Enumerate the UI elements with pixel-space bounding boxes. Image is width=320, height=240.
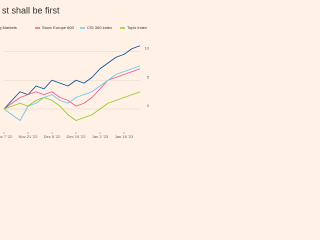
x-tick-label: Dec 19 '22 xyxy=(67,134,87,139)
legend-label: Stoxx Europe 600 xyxy=(42,25,75,30)
line-series xyxy=(3,65,141,121)
x-tick-label: Dec 5 '22 xyxy=(44,134,62,139)
line-series xyxy=(3,91,141,121)
x-tick-label: Nov 7 '22 xyxy=(0,134,13,139)
y-tick-label: 5 xyxy=(147,74,150,79)
y-tick-label: 0 xyxy=(147,103,150,108)
x-tick-label: Nov 21 '22 xyxy=(19,134,39,139)
chart-title: st shall be first xyxy=(2,5,60,15)
legend-label: ng Markets xyxy=(0,25,17,30)
line-series xyxy=(3,45,141,110)
x-tick-label: Jan 16 '23 xyxy=(115,134,134,139)
y-tick-label: 10 xyxy=(145,46,150,51)
legend-label: CSI 300 index xyxy=(87,25,112,30)
line-series xyxy=(3,68,141,110)
x-tick-label: Jan 2 '23 xyxy=(92,134,109,139)
chart: st shall be first 0 5 10 Nov 7 '22 Nov 21 '2… xyxy=(0,5,150,139)
legend-label: Topix index xyxy=(127,25,147,30)
